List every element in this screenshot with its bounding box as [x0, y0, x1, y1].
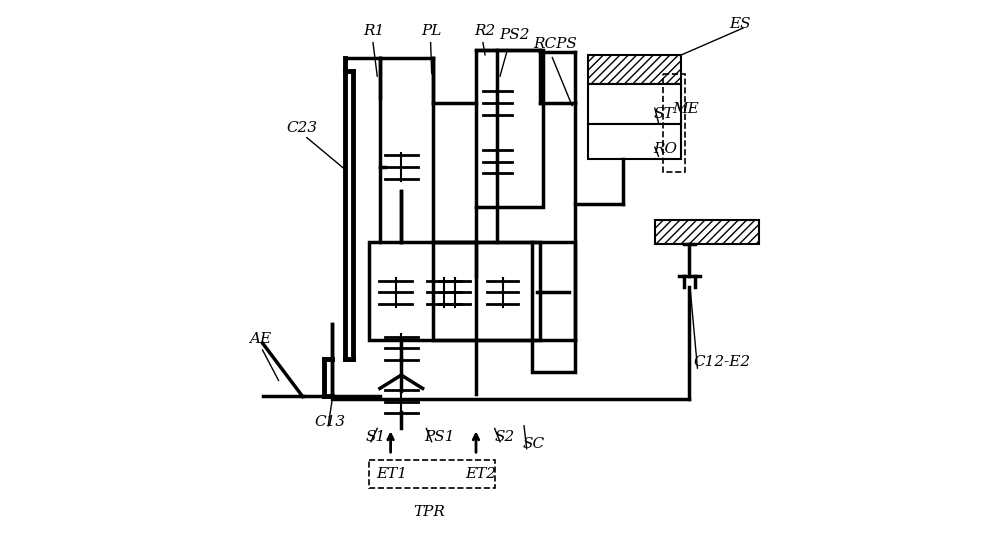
Bar: [476, 49, 543, 207]
Bar: [369, 242, 476, 340]
Bar: [532, 242, 575, 372]
Bar: [655, 220, 759, 244]
Text: SC: SC: [522, 437, 545, 451]
Text: C13: C13: [314, 415, 345, 429]
Text: S2: S2: [495, 430, 515, 444]
Text: RO: RO: [654, 141, 678, 156]
Text: ES: ES: [729, 17, 751, 31]
Text: C12-E2: C12-E2: [693, 355, 750, 369]
Bar: [588, 124, 681, 159]
Text: ET2: ET2: [465, 467, 496, 481]
Text: PS2: PS2: [499, 28, 529, 42]
Bar: [369, 461, 495, 488]
Text: RCPS: RCPS: [534, 37, 577, 51]
Text: R2: R2: [474, 24, 496, 37]
Text: PL: PL: [421, 24, 441, 37]
Text: C23: C23: [287, 121, 318, 136]
Bar: [433, 242, 540, 340]
Bar: [663, 74, 685, 172]
Text: ST: ST: [654, 107, 674, 121]
Text: AE: AE: [249, 332, 271, 346]
Text: S1: S1: [366, 430, 386, 444]
Text: ME: ME: [672, 101, 699, 115]
Text: TPR: TPR: [414, 506, 445, 519]
Bar: [588, 84, 681, 124]
Text: PS1: PS1: [424, 430, 455, 444]
Text: ET1: ET1: [376, 467, 407, 481]
Text: R1: R1: [363, 24, 384, 37]
Bar: [588, 55, 681, 84]
